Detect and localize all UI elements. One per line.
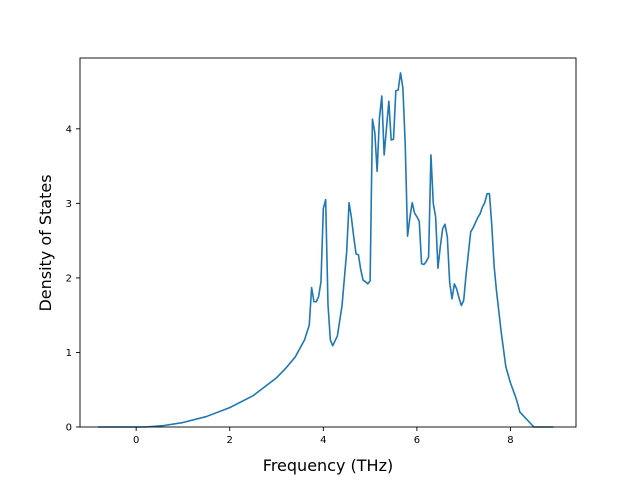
dos-series-line (97, 72, 554, 428)
y-tick-label: 4 (66, 124, 72, 135)
x-tick-label: 8 (507, 435, 513, 446)
y-tick-label: 0 (66, 423, 72, 434)
x-tick-label: 6 (414, 435, 420, 446)
x-tick-label: 2 (227, 435, 233, 446)
axes-border (79, 57, 577, 428)
x-tick-label: 0 (133, 435, 139, 446)
y-axis-label: Density of States (36, 174, 55, 311)
y-tick-label: 1 (66, 348, 72, 359)
y-tick-label: 3 (66, 199, 72, 210)
axis-ticks: 0 2 4 6 8 0 1 2 3 4 (66, 124, 514, 446)
plot-area (97, 72, 554, 428)
x-axis-label: Frequency (THz) (263, 456, 393, 475)
y-tick-label: 2 (66, 273, 72, 284)
x-tick-label: 4 (320, 435, 326, 446)
axes-frame (79, 57, 577, 428)
